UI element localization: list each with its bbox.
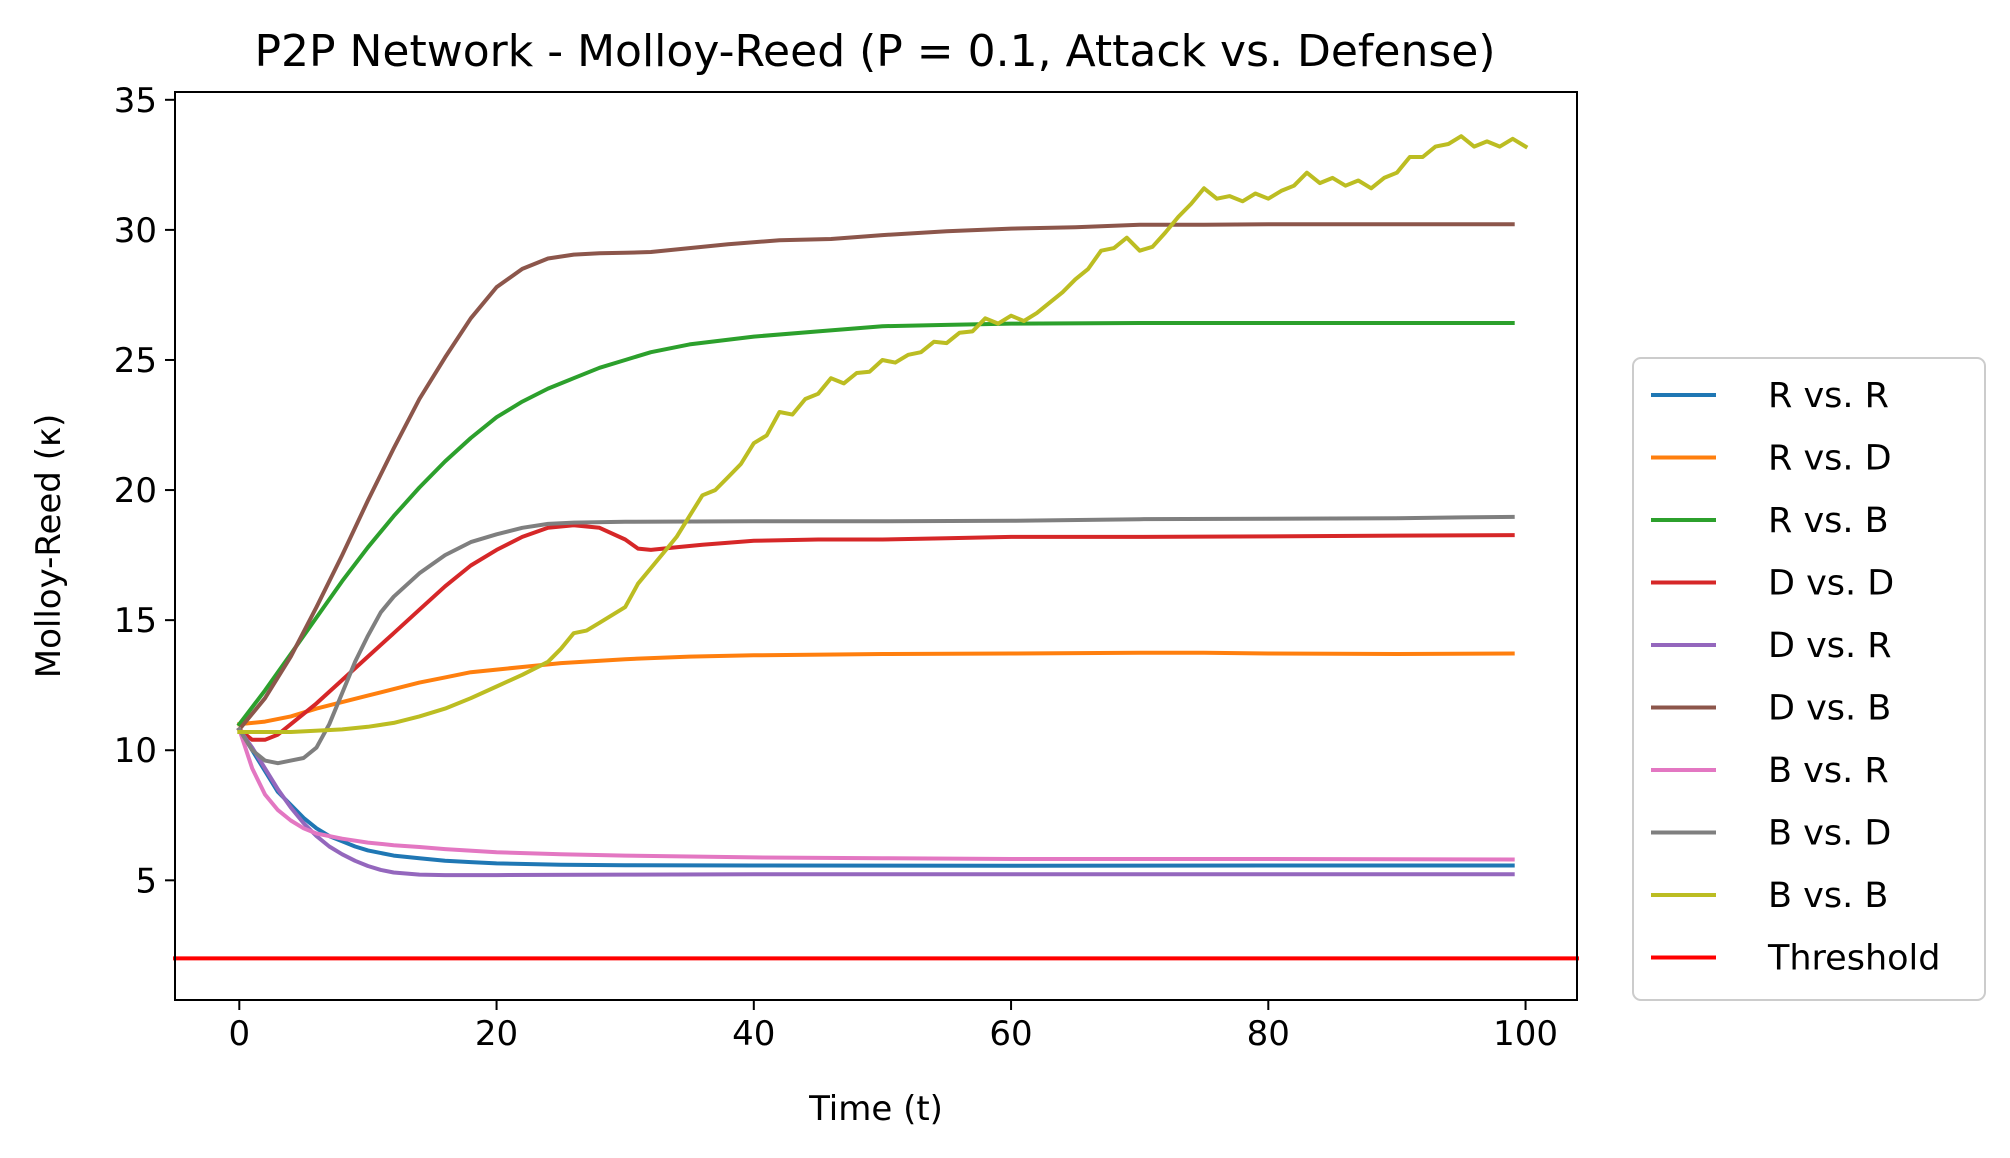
plot-area bbox=[173, 91, 1579, 1001]
y-tick-label: 35 bbox=[114, 81, 157, 121]
x-axis: 0 20 40 60 80 100 bbox=[228, 1000, 1558, 1054]
legend: R vs. R R vs. D R vs. B D vs. D D vs. R D vs.… bbox=[1632, 357, 1986, 1001]
x-axis-label: Time (t) bbox=[808, 1089, 943, 1129]
x-tick-label: 20 bbox=[475, 1014, 518, 1054]
series-line-d-vs-d bbox=[236, 523, 1515, 742]
x-tick-label: 40 bbox=[732, 1014, 775, 1054]
plot-frame bbox=[174, 91, 1578, 1001]
chart-title: P2P Network - Molloy-Reed (P = 0.1, Atta… bbox=[254, 26, 1495, 77]
y-axis-label: Molloy-Reed (κ) bbox=[29, 414, 69, 679]
x-tick-label: 60 bbox=[989, 1014, 1032, 1054]
legend-label-r-vs-r: R vs. R bbox=[1768, 376, 1889, 416]
legend-label-b-vs-b: B vs. B bbox=[1768, 876, 1888, 916]
series-line-b-vs-d bbox=[236, 514, 1515, 766]
legend-label-r-vs-b: R vs. B bbox=[1768, 501, 1889, 541]
x-tick-label: 0 bbox=[228, 1014, 250, 1054]
y-tick-label: 10 bbox=[114, 731, 157, 771]
series-line-r-vs-r bbox=[236, 726, 1515, 868]
legend-label-b-vs-d: B vs. D bbox=[1768, 814, 1891, 854]
legend-label-r-vs-d: R vs. D bbox=[1768, 439, 1892, 479]
series-line-r-vs-b bbox=[236, 321, 1515, 728]
y-tick-label: 5 bbox=[135, 861, 157, 901]
x-tick-label: 100 bbox=[1493, 1014, 1558, 1054]
y-tick-label: 30 bbox=[114, 211, 157, 251]
series-line-b-vs-b bbox=[237, 134, 1529, 734]
x-tick-label: 80 bbox=[1247, 1014, 1290, 1054]
series-line-d-vs-b bbox=[236, 222, 1515, 733]
y-axis: 5 10 15 20 25 30 35 bbox=[114, 81, 175, 901]
legend-label-threshold: Threshold bbox=[1767, 939, 1941, 979]
legend-frame bbox=[1632, 357, 1986, 1001]
series-line-r-vs-d bbox=[237, 650, 1515, 727]
legend-label-d-vs-b: D vs. B bbox=[1768, 689, 1891, 729]
series-lines bbox=[173, 134, 1579, 961]
y-tick-label: 20 bbox=[114, 471, 157, 511]
legend-label-d-vs-d: D vs. D bbox=[1768, 564, 1894, 604]
series-line-d-vs-r bbox=[236, 726, 1515, 878]
legend-label-b-vs-r: B vs. R bbox=[1768, 751, 1889, 791]
y-tick-label: 15 bbox=[114, 601, 157, 641]
series-line-b-vs-r bbox=[236, 726, 1515, 862]
legend-label-d-vs-r: D vs. R bbox=[1768, 626, 1892, 666]
y-tick-label: 25 bbox=[114, 341, 157, 381]
